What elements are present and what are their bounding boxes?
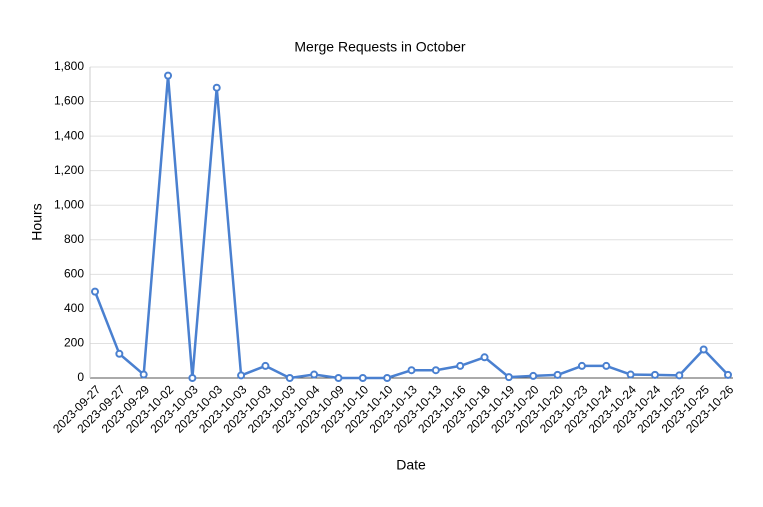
y-tick-label: 400	[64, 301, 84, 315]
data-point	[383, 374, 392, 382]
chart-title: Merge Requests in October	[294, 39, 466, 55]
data-point	[334, 374, 343, 382]
y-tick-label: 1,600	[54, 94, 84, 108]
data-point	[456, 361, 465, 370]
data-point	[553, 370, 562, 379]
data-point	[164, 71, 173, 80]
data-line	[93, 74, 729, 380]
y-tick-label: 1,200	[54, 163, 84, 177]
data-point	[237, 371, 246, 380]
y-tick-label: 1,000	[54, 197, 84, 211]
data-point	[115, 349, 124, 358]
data-point	[504, 373, 513, 382]
y-tick-label: 1,400	[54, 128, 84, 142]
y-tick-label: 200	[64, 336, 84, 350]
data-point	[650, 370, 659, 379]
data-point	[431, 366, 440, 375]
data-point	[285, 374, 294, 382]
data-point	[261, 361, 270, 370]
data-point	[675, 371, 684, 380]
data-point	[699, 345, 708, 354]
data-point	[480, 353, 489, 362]
y-tick-label: 0	[77, 370, 84, 384]
data-point	[407, 366, 416, 375]
y-axis-label: Hours	[29, 203, 45, 240]
data-point	[91, 287, 99, 296]
data-point	[529, 371, 538, 380]
y-tick-label: 1,800	[54, 59, 84, 73]
data-point	[626, 370, 635, 379]
data-point	[577, 361, 586, 370]
data-point	[212, 83, 221, 92]
data-point	[724, 370, 732, 379]
data-point	[358, 374, 367, 382]
y-tick-label: 800	[64, 232, 84, 246]
data-point	[139, 370, 148, 379]
data-point	[602, 361, 611, 370]
y-tick-label: 600	[64, 267, 84, 281]
data-point	[310, 370, 319, 379]
data-point	[188, 374, 197, 382]
x-axis-label: Date	[396, 457, 426, 473]
